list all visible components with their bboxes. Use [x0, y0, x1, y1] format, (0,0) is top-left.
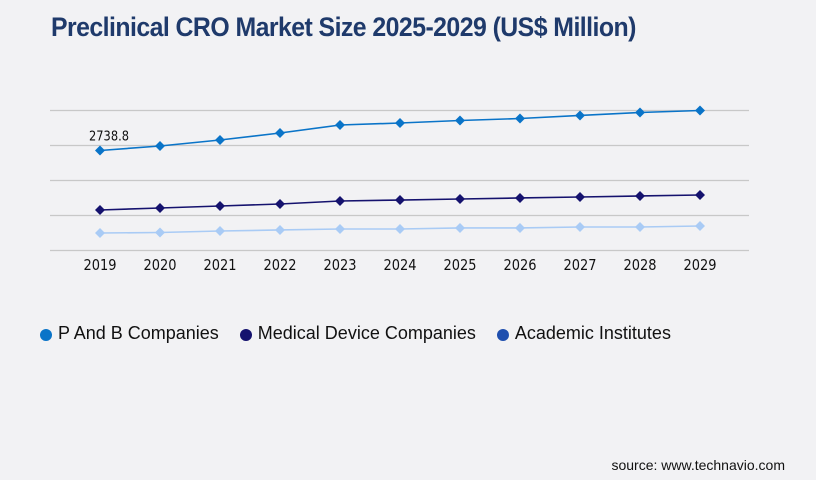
legend-label: P And B Companies — [58, 323, 219, 343]
data-point-marker — [275, 199, 285, 210]
data-point-marker — [695, 220, 705, 231]
x-tick-label: 2028 — [624, 256, 657, 274]
data-point-marker — [215, 226, 225, 237]
data-point-marker — [95, 145, 105, 156]
x-tick-label: 2019 — [84, 256, 117, 274]
legend-item-medical-device: Medical Device Companies — [239, 323, 476, 344]
legend: P And B Companies Medical Device Compani… — [40, 323, 692, 344]
data-point-marker — [635, 222, 645, 233]
data-point-marker — [95, 227, 105, 238]
data-point-marker — [455, 115, 465, 126]
legend-dot-icon — [496, 329, 509, 341]
data-point-marker — [575, 192, 585, 203]
data-point-marker — [575, 110, 585, 121]
x-tick-label: 2025 — [444, 256, 477, 274]
data-label: 2738.8 — [89, 130, 129, 145]
data-point-marker — [395, 224, 405, 235]
data-point-marker — [335, 120, 345, 131]
series-lines — [99, 109, 701, 234]
x-tick-label: 2022 — [264, 256, 297, 274]
data-point-marker — [335, 195, 345, 206]
source-credit: source: www.technavio.com — [611, 457, 785, 473]
data-point-marker — [695, 190, 705, 201]
data-point-marker — [275, 127, 285, 138]
data-point-marker — [455, 222, 465, 233]
line-chart: 2019 2020 2021 2022 2023 2024 2025 2026 2027 2028… — [50, 105, 749, 274]
data-point-marker — [395, 118, 405, 129]
data-point-marker — [155, 203, 165, 214]
data-point-marker — [335, 224, 345, 235]
data-point-marker — [515, 113, 525, 124]
data-labels: 2738.8 — [89, 130, 129, 145]
legend-item-academic: Academic Institutes — [496, 323, 671, 344]
data-point-marker — [155, 227, 165, 238]
x-tick-label: 2024 — [384, 256, 417, 274]
data-point-marker — [695, 105, 705, 116]
legend-dot-icon — [239, 329, 252, 341]
data-point-marker — [275, 224, 285, 235]
legend-dot-icon — [40, 329, 52, 341]
legend-label: Academic Institutes — [514, 323, 671, 343]
x-tick-label: 2021 — [204, 256, 237, 274]
data-point-marker — [575, 222, 585, 233]
x-tick-label: 2029 — [684, 256, 717, 274]
data-point-marker — [215, 201, 225, 212]
x-tick-label: 2020 — [144, 256, 177, 274]
legend-label: Medical Device Companies — [257, 323, 476, 343]
x-tick-label: 2026 — [504, 256, 537, 274]
data-point-marker — [635, 107, 645, 118]
data-point-marker — [155, 140, 165, 151]
legend-item-p-and-b: P And B Companies — [40, 323, 219, 344]
x-tick-label: 2027 — [564, 256, 597, 274]
data-point-marker — [635, 190, 645, 201]
series-points — [95, 105, 705, 238]
chart-title: Preclinical CRO Market Size 2025-2029 (U… — [51, 12, 636, 42]
x-tick-label: 2023 — [324, 256, 357, 274]
x-axis-ticks: 2019 2020 2021 2022 2023 2024 2025 2026 2027 2028… — [84, 256, 717, 274]
data-point-marker — [215, 135, 225, 146]
data-point-marker — [395, 195, 405, 206]
data-point-marker — [455, 193, 465, 204]
data-point-marker — [515, 222, 525, 233]
data-point-marker — [515, 192, 525, 203]
series-line — [99, 109, 701, 152]
data-point-marker — [95, 205, 105, 216]
